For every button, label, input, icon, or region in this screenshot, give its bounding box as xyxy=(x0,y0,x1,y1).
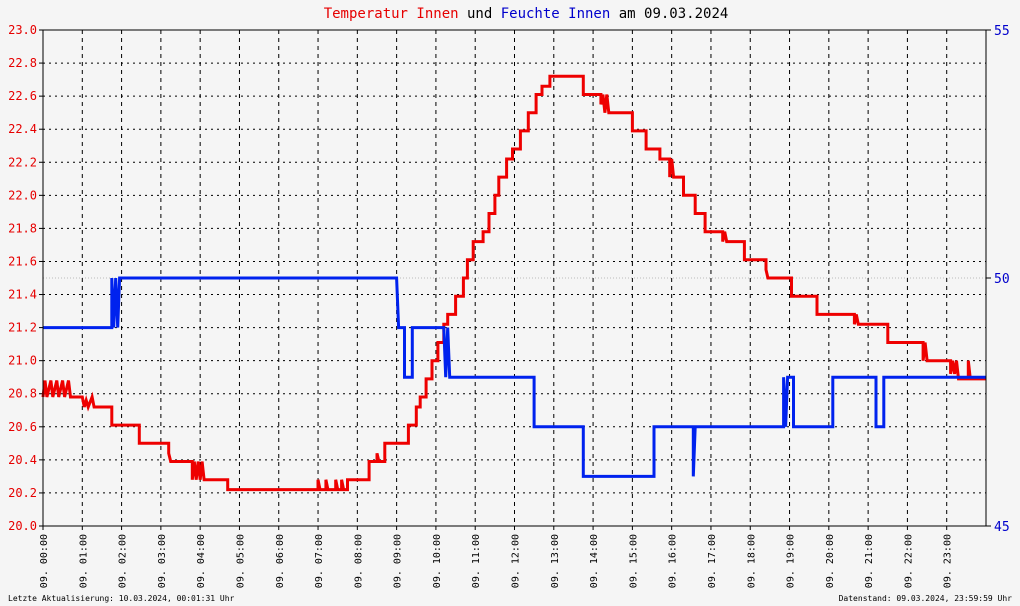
y-left-tick-label: 21.2 xyxy=(8,321,37,335)
y-left-tick-label: 20.8 xyxy=(8,387,37,401)
x-tick-label: 09. 20:00 xyxy=(825,534,836,588)
x-tick-label: 09. 02:00 xyxy=(118,534,129,588)
y-left-tick-label: 22.6 xyxy=(8,89,37,103)
y-left-tick-label: 22.4 xyxy=(8,122,37,136)
y-left-tick-label: 21.0 xyxy=(8,354,37,368)
x-tick-label: 09. 03:00 xyxy=(157,534,168,588)
y-left-tick-label: 23.0 xyxy=(8,23,37,37)
y-left-tick-label: 20.4 xyxy=(8,453,37,467)
x-tick-label: 09. 06:00 xyxy=(275,534,286,588)
y-left-tick-label: 21.4 xyxy=(8,288,37,302)
y-left-tick-label: 22.0 xyxy=(8,188,37,202)
footer-right: Datenstand: 09.03.2024, 23:59:59 Uhr xyxy=(839,594,1013,603)
series-group xyxy=(41,74,986,492)
y-left-tick-label: 21.8 xyxy=(8,221,37,235)
x-tick-label: 09. 01:00 xyxy=(78,534,89,588)
x-tick-label: 09. 18:00 xyxy=(746,534,757,588)
x-tick-label: 09. 07:00 xyxy=(314,534,325,588)
x-tick-label: 09. 11:00 xyxy=(471,534,482,588)
y-right-tick-label: 55 xyxy=(994,24,1010,39)
x-tick-label: 09. 09:00 xyxy=(393,534,404,588)
x-axis: 09. 00:00 09. 01:00 09. 02:00 09. 03:00 09. … xyxy=(39,526,954,588)
x-tick-label: 09. 04:00 xyxy=(196,534,207,588)
title-und: und xyxy=(467,6,492,22)
x-tick-label: 09. 19:00 xyxy=(786,534,797,588)
y-right-tick-label: 50 xyxy=(994,272,1010,287)
y-left-tick-label: 22.8 xyxy=(8,56,37,70)
x-tick-label: 09. 13:00 xyxy=(550,534,561,588)
x-tick-label: 09. 23:00 xyxy=(943,534,954,588)
y-axis-right: 45 50 55 xyxy=(986,24,1010,535)
y-left-tick-label: 20.2 xyxy=(8,486,37,500)
footer-left: Letzte Aktualisierung: 10.03.2024, 00:01… xyxy=(8,594,235,603)
x-tick-label: 09. 05:00 xyxy=(235,534,246,588)
y-left-tick-label: 20.0 xyxy=(8,519,37,533)
chart-title: Temperatur Innen und Feuchte Innen am 09… xyxy=(324,6,729,22)
y-left-tick-label: 22.2 xyxy=(8,155,37,169)
x-tick-label: 09. 15:00 xyxy=(628,534,639,588)
title-humidity: Feuchte Innen xyxy=(501,6,611,22)
x-tick-label: 09. 17:00 xyxy=(707,534,718,588)
plot-frame xyxy=(42,29,987,527)
x-tick-label: 09. 21:00 xyxy=(864,534,875,588)
x-tick-label: 09. 00:00 xyxy=(39,534,50,588)
series-line-humidity xyxy=(43,276,986,478)
x-tick-label: 09. 16:00 xyxy=(668,534,679,588)
x-tick-label: 09. 14:00 xyxy=(589,534,600,588)
x-tick-label: 09. 08:00 xyxy=(353,534,364,588)
x-tick-label: 09. 12:00 xyxy=(511,534,522,588)
series-line-temperature xyxy=(41,74,986,492)
y-left-tick-label: 21.6 xyxy=(8,254,37,268)
y-left-tick-label: 20.6 xyxy=(8,420,37,434)
y-right-tick-label: 45 xyxy=(994,520,1010,535)
x-tick-label: 09. 22:00 xyxy=(903,534,914,588)
y-axis-left: 20.0 20.2 20.4 20.6 20.8 21.0 21.2 21.4 21.6 21.8… xyxy=(8,23,43,533)
title-temperature: Temperatur Innen xyxy=(324,6,459,22)
title-date: am 09.03.2024 xyxy=(619,6,729,22)
x-tick-label: 09. 10:00 xyxy=(432,534,443,588)
